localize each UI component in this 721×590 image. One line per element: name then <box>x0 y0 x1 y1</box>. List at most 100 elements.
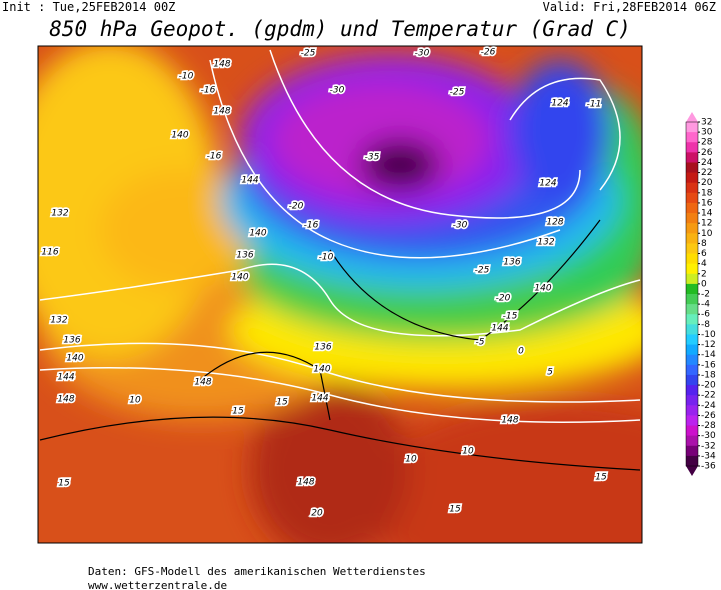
contour-label: 136 <box>63 336 80 346</box>
contour-label: 148 <box>194 378 211 388</box>
colorbar-tick-label: 8 <box>701 239 707 249</box>
colorbar-tick-label: 10 <box>701 229 713 239</box>
colorbar-tick-label: -28 <box>701 421 716 431</box>
contour-label: 136 <box>314 343 331 353</box>
colorbar-arrow-bottom <box>686 466 698 476</box>
contour-label: 148 <box>213 60 230 70</box>
contour-label: 5 <box>547 368 553 378</box>
init-time: Init : Tue,25FEB2014 00Z <box>2 0 175 14</box>
contour-label: -16 <box>201 86 216 96</box>
colorbar-tick-label: 0 <box>701 279 707 289</box>
contour-label: 140 <box>249 229 266 239</box>
contour-label: -30 <box>330 86 345 96</box>
colorbar-segment <box>686 294 698 305</box>
contour-label: -20 <box>289 202 304 212</box>
contour-label: 132 <box>537 238 554 248</box>
colorbar-tick-label: 18 <box>701 188 713 198</box>
colorbar-segment <box>686 253 698 265</box>
contour-label: 144 <box>241 176 258 186</box>
contour-label: 10 <box>462 447 474 457</box>
colorbar-tick-label: 22 <box>701 168 712 178</box>
colorbar-tick-label: 32 <box>701 118 712 128</box>
contour-label: 144 <box>311 394 328 404</box>
colorbar-segment <box>686 192 698 204</box>
colorbar-segment <box>686 273 698 285</box>
colorbar-segment <box>686 344 698 356</box>
map-title: 850 hPa Geopot. (gpdm) und Temperatur (G… <box>49 17 631 41</box>
valid-time: Valid: Fri,28FEB2014 06Z <box>543 0 716 14</box>
colorbar: 32302826242220181614121086420-2-4-6-8-10… <box>685 112 716 476</box>
contour-label: 10 <box>129 396 141 406</box>
colorbar-tick-label: 12 <box>701 219 712 229</box>
contour-label: 140 <box>534 284 551 294</box>
contour-label: 140 <box>231 273 248 283</box>
colorbar-segment <box>686 435 698 447</box>
contour-label: -20 <box>496 294 511 304</box>
colorbar-segment <box>686 132 698 143</box>
contour-label: 144 <box>57 373 74 383</box>
contour-label: -15 <box>503 312 518 322</box>
contour-label: -26 <box>481 48 496 58</box>
contour-label: 128 <box>546 218 563 228</box>
colorbar-segment <box>686 445 698 457</box>
colorbar-tick-label: -36 <box>701 462 716 472</box>
colorbar-tick-label: 30 <box>701 128 713 138</box>
colorbar-segment <box>686 243 698 255</box>
contour-label: 116 <box>41 248 58 258</box>
colorbar-segment <box>686 385 698 396</box>
colorbar-segment <box>686 233 698 244</box>
colorbar-segment <box>686 415 698 427</box>
colorbar-segment <box>686 334 698 346</box>
contour-label: -5 <box>476 338 485 348</box>
colorbar-tick-label: -8 <box>701 320 710 330</box>
colorbar-segment <box>686 364 698 376</box>
colorbar-tick-label: -20 <box>701 381 716 391</box>
colorbar-tick-label: 14 <box>701 209 713 219</box>
contour-label: 20 <box>311 509 323 519</box>
contour-label: 136 <box>503 258 520 268</box>
colorbar-tick-label: -16 <box>701 360 716 370</box>
colorbar-segment <box>686 374 698 386</box>
colorbar-segment <box>686 122 698 133</box>
colorbar-segment <box>686 304 698 315</box>
contour-label: -35 <box>365 153 380 163</box>
colorbar-segment <box>686 223 698 234</box>
contour-label: -16 <box>207 152 222 162</box>
colorbar-segment <box>686 324 698 335</box>
colorbar-tick-label: -2 <box>701 290 710 300</box>
contour-label: -11 <box>587 100 602 110</box>
colorbar-segment <box>686 202 698 214</box>
colorbar-tick-label: -12 <box>701 340 716 350</box>
footer-site: www.wetterzentrale.de <box>88 579 227 590</box>
contour-label: -16 <box>304 221 319 231</box>
colorbar-tick-label: 24 <box>701 158 713 168</box>
colorbar-tick-label: -10 <box>701 330 716 340</box>
colorbar-segment <box>686 405 698 416</box>
colorbar-segment <box>686 455 698 467</box>
colorbar-segment <box>686 354 698 366</box>
contour-label: 15 <box>58 479 70 489</box>
contour-label: 148 <box>57 395 74 405</box>
contour-label: 132 <box>50 316 67 326</box>
contour-label: 124 <box>539 179 556 189</box>
colorbar-arrow-top <box>686 112 698 122</box>
contour-label: 140 <box>66 354 83 364</box>
colorbar-tick-label: 6 <box>701 249 707 259</box>
footer-source: Daten: GFS-Modell des amerikanischen Wet… <box>88 565 426 578</box>
colorbar-segment <box>686 152 698 163</box>
contour-label: 10 <box>405 455 417 465</box>
contour-label: -25 <box>301 49 316 59</box>
colorbar-tick-label: 2 <box>701 269 707 279</box>
colorbar-segment <box>686 162 698 174</box>
contour-label: 148 <box>213 107 230 117</box>
contour-label: 148 <box>297 478 314 488</box>
colorbar-segment <box>686 395 698 406</box>
colorbar-tick-label: -14 <box>701 350 716 360</box>
colorbar-tick-label: -18 <box>701 370 716 380</box>
contour-label: 140 <box>313 365 330 375</box>
contour-label: -25 <box>450 88 465 98</box>
colorbar-tick-label: -26 <box>701 411 716 421</box>
contour-label: 144 <box>491 324 508 334</box>
